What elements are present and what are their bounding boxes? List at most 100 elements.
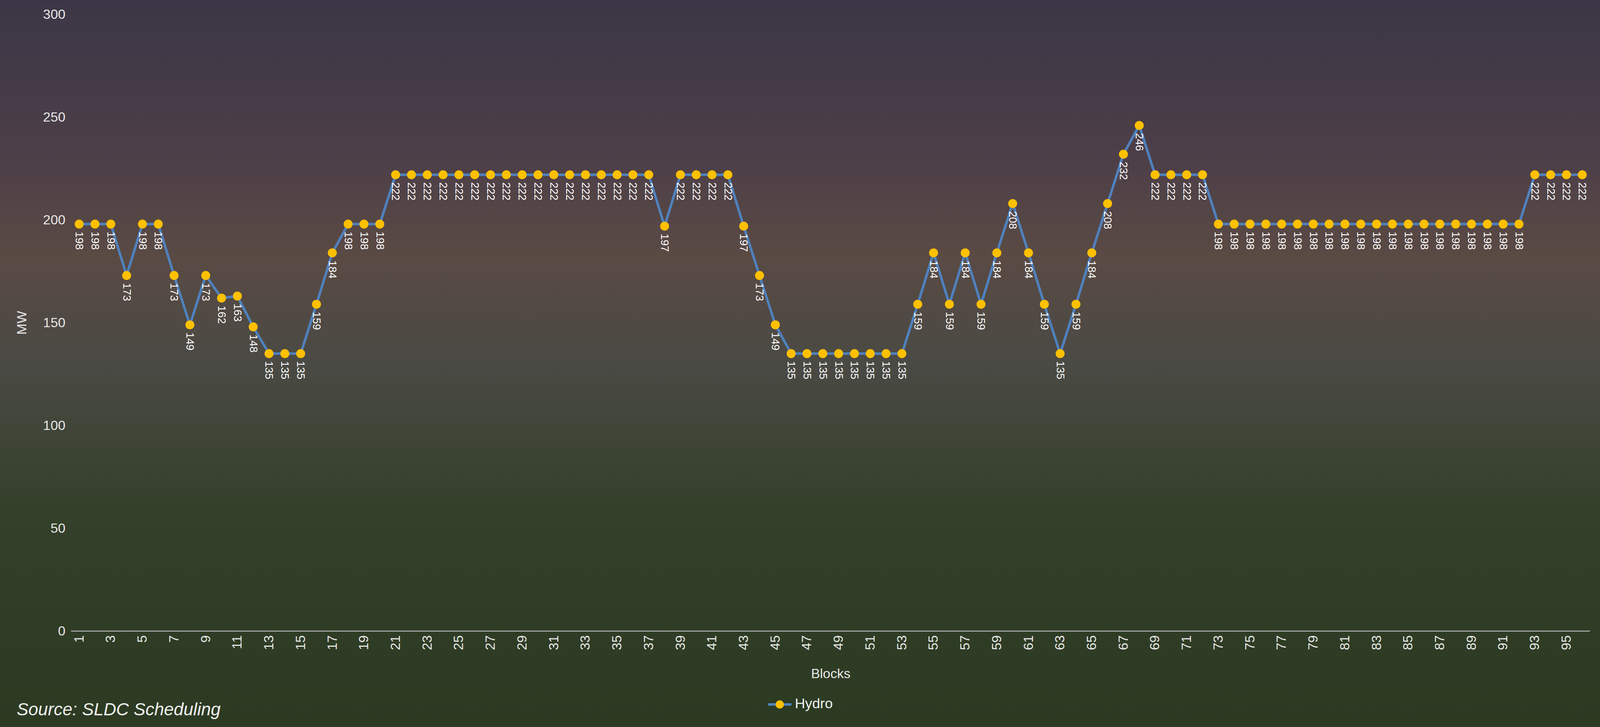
svg-text:11: 11	[229, 635, 245, 650]
svg-text:198: 198	[136, 231, 150, 250]
svg-text:222: 222	[1528, 182, 1542, 201]
svg-text:162: 162	[215, 305, 229, 324]
svg-text:135: 135	[801, 361, 814, 380]
svg-text:184: 184	[927, 260, 941, 279]
svg-text:7: 7	[166, 635, 182, 644]
svg-text:135: 135	[864, 361, 877, 380]
svg-text:135: 135	[832, 361, 846, 380]
svg-text:232: 232	[1117, 161, 1130, 180]
svg-text:198: 198	[89, 231, 102, 250]
svg-text:222: 222	[626, 182, 640, 201]
svg-text:222: 222	[1180, 182, 1194, 201]
svg-text:87: 87	[1432, 635, 1448, 651]
svg-text:184: 184	[1022, 260, 1036, 279]
svg-text:89: 89	[1463, 635, 1479, 651]
svg-text:73: 73	[1210, 635, 1226, 651]
svg-text:65: 65	[1083, 635, 1099, 651]
svg-text:198: 198	[1402, 231, 1415, 250]
svg-text:35: 35	[609, 635, 625, 651]
svg-text:55: 55	[925, 635, 941, 651]
svg-text:222: 222	[1165, 182, 1178, 201]
svg-text:198: 198	[1307, 231, 1321, 250]
svg-text:222: 222	[531, 182, 545, 201]
svg-text:29: 29	[514, 635, 530, 651]
svg-text:135: 135	[880, 361, 893, 380]
svg-text:208: 208	[1006, 211, 1020, 229]
svg-text:49: 49	[830, 635, 846, 651]
svg-text:3: 3	[102, 635, 118, 644]
svg-text:61: 61	[1020, 635, 1036, 651]
svg-text:135: 135	[895, 361, 909, 380]
svg-text:67: 67	[1115, 635, 1131, 651]
svg-text:198: 198	[1275, 231, 1289, 250]
svg-text:198: 198	[73, 231, 86, 250]
svg-text:57: 57	[957, 635, 973, 651]
svg-text:135: 135	[294, 361, 308, 380]
svg-text:198: 198	[1481, 231, 1494, 250]
svg-text:198: 198	[1513, 231, 1526, 250]
svg-text:222: 222	[389, 182, 402, 201]
svg-text:100: 100	[43, 417, 66, 433]
svg-text:135: 135	[848, 361, 861, 380]
svg-text:222: 222	[611, 182, 624, 201]
svg-text:MW: MW	[14, 310, 30, 335]
svg-text:91: 91	[1495, 635, 1511, 651]
svg-text:222: 222	[1576, 182, 1589, 201]
svg-text:198: 198	[1465, 231, 1478, 250]
svg-text:198: 198	[1370, 231, 1384, 250]
svg-text:85: 85	[1400, 635, 1416, 651]
svg-text:25: 25	[450, 635, 466, 651]
svg-text:198: 198	[1212, 231, 1225, 250]
svg-text:77: 77	[1273, 635, 1289, 651]
svg-text:51: 51	[862, 635, 878, 651]
svg-text:37: 37	[641, 635, 657, 651]
svg-text:198: 198	[1386, 231, 1400, 250]
svg-text:23: 23	[419, 635, 435, 651]
svg-text:222: 222	[547, 182, 561, 201]
svg-text:197: 197	[737, 233, 751, 252]
svg-text:222: 222	[579, 182, 593, 201]
svg-text:59: 59	[989, 635, 1005, 651]
svg-text:198: 198	[1497, 231, 1510, 250]
svg-text:222: 222	[1560, 182, 1573, 201]
svg-text:148: 148	[247, 334, 260, 353]
svg-text:19: 19	[356, 635, 372, 651]
svg-text:159: 159	[911, 311, 925, 330]
svg-text:9: 9	[198, 635, 214, 644]
svg-text:27: 27	[482, 635, 498, 651]
svg-text:159: 159	[943, 311, 957, 330]
svg-text:33: 33	[577, 635, 593, 651]
svg-text:5: 5	[134, 635, 150, 644]
svg-text:198: 198	[152, 231, 165, 250]
svg-text:222: 222	[500, 182, 513, 201]
svg-text:63: 63	[1052, 635, 1068, 651]
svg-text:198: 198	[373, 231, 387, 250]
svg-text:222: 222	[642, 182, 656, 201]
svg-text:50: 50	[50, 520, 66, 536]
svg-text:222: 222	[690, 182, 703, 201]
svg-text:250: 250	[43, 109, 66, 125]
svg-text:222: 222	[468, 182, 482, 201]
svg-text:198: 198	[1338, 231, 1352, 250]
svg-text:198: 198	[1433, 231, 1447, 250]
svg-text:198: 198	[1228, 231, 1241, 250]
svg-text:71: 71	[1178, 635, 1194, 651]
svg-text:31: 31	[546, 635, 562, 651]
svg-text:149: 149	[183, 332, 197, 351]
svg-text:222: 222	[1544, 182, 1558, 201]
svg-text:173: 173	[753, 282, 766, 301]
svg-text:222: 222	[516, 182, 529, 201]
svg-text:173: 173	[120, 282, 134, 301]
svg-text:1: 1	[71, 635, 87, 644]
svg-text:79: 79	[1305, 635, 1321, 651]
svg-text:135: 135	[1054, 361, 1067, 380]
svg-text:246: 246	[1133, 132, 1146, 151]
svg-text:159: 159	[1038, 311, 1051, 330]
svg-text:43: 43	[735, 635, 751, 651]
svg-text:69: 69	[1147, 635, 1163, 651]
svg-text:149: 149	[769, 332, 782, 351]
svg-text:173: 173	[167, 282, 181, 301]
svg-text:198: 198	[1243, 231, 1257, 250]
svg-text:222: 222	[674, 182, 687, 201]
svg-text:222: 222	[437, 182, 450, 201]
